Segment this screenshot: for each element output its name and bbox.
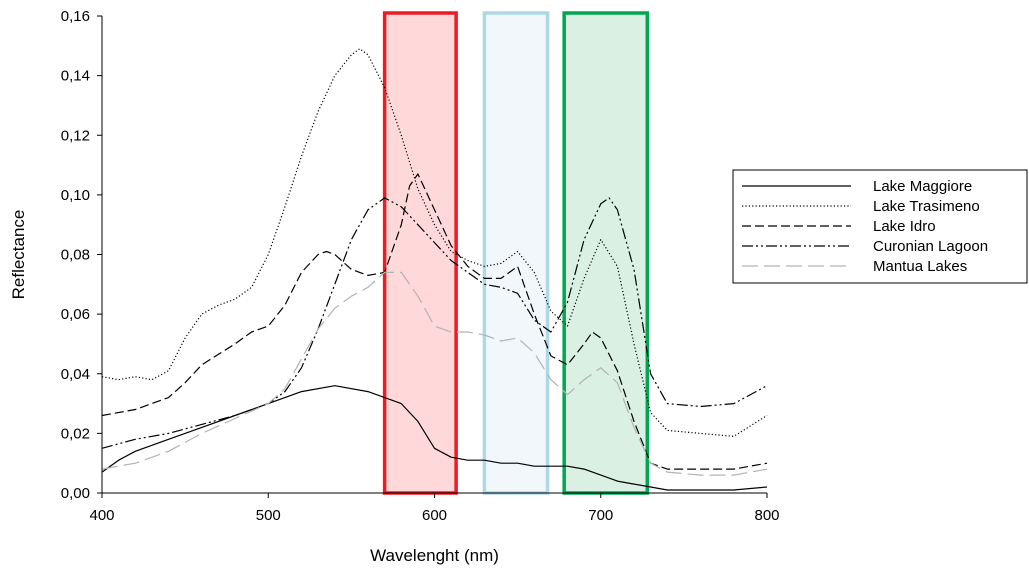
highlight-band-2 xyxy=(484,13,547,493)
legend-label: Mantua Lakes xyxy=(873,258,967,275)
y-axis-title: Reflectance xyxy=(9,210,28,300)
x-tick-label: 800 xyxy=(754,507,779,524)
legend-label: Curonian Lagoon xyxy=(873,238,988,255)
highlight-band-1 xyxy=(385,13,456,493)
x-tick-label: 500 xyxy=(256,507,281,524)
legend-label: Lake Idro xyxy=(873,218,936,235)
y-tick-label: 0,14 xyxy=(61,68,90,85)
x-tick-label: 600 xyxy=(422,507,447,524)
legend-label: Lake Trasimeno xyxy=(873,198,980,215)
y-tick-label: 0,06 xyxy=(61,306,90,323)
y-tick-label: 0,16 xyxy=(61,8,90,25)
y-tick-label: 0,00 xyxy=(61,485,90,502)
x-axis-title: Wavelenght (nm) xyxy=(370,546,499,565)
y-tick-label: 0,04 xyxy=(61,366,90,383)
legend: Lake Maggiore Lake Trasimeno Lake Idro Curo… xyxy=(733,170,1027,283)
y-tick-label: 0,02 xyxy=(61,425,90,442)
y-tick-label: 0,12 xyxy=(61,127,90,144)
y-tick-label: 0,08 xyxy=(61,247,90,264)
y-tick-label: 0,10 xyxy=(61,187,90,204)
x-tick-label: 700 xyxy=(588,507,613,524)
x-tick-label: 400 xyxy=(89,507,114,524)
legend-label: Lake Maggiore xyxy=(873,178,972,195)
highlight-band-3 xyxy=(564,13,647,493)
